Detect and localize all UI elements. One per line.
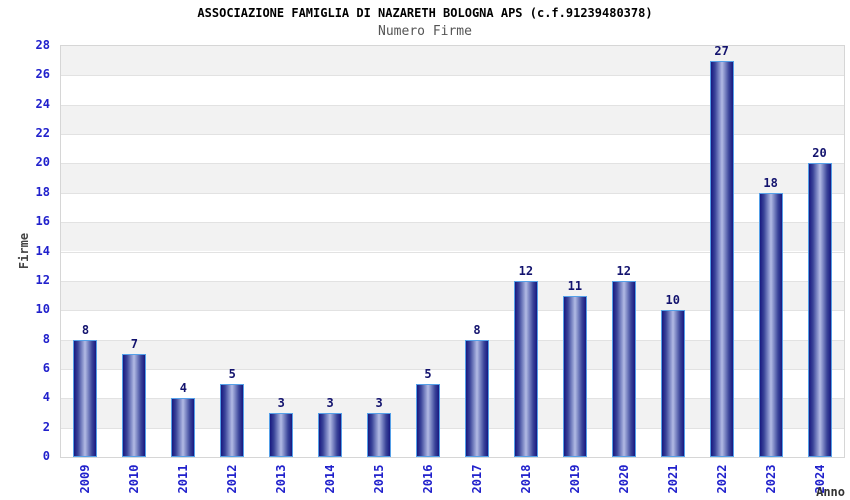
bar-value-label: 5	[424, 366, 432, 381]
bar	[416, 383, 441, 457]
bar-value-label: 27	[714, 43, 729, 58]
bar	[611, 280, 636, 457]
x-tick-label: 2011	[176, 464, 191, 494]
y-axis-ticks: 0 2 4 6 8 10 12 14 16 18 20 22 24 26 28	[0, 0, 52, 500]
y-tick-label: 2	[42, 419, 50, 434]
y-tick-label: 10	[35, 302, 50, 317]
bar-value-label: 7	[130, 337, 139, 352]
x-tick-label: 2023	[763, 464, 778, 494]
bar	[171, 398, 196, 457]
y-tick-label: 20	[35, 155, 50, 170]
y-tick-label: 14	[35, 243, 50, 258]
bar	[73, 339, 98, 457]
y-tick-label: 6	[42, 360, 50, 375]
y-tick-label: 4	[42, 390, 50, 405]
bar	[220, 383, 245, 457]
bar	[464, 339, 489, 457]
x-tick-label: 2018	[518, 464, 533, 494]
bar-value-label: 12	[616, 263, 631, 278]
bar	[709, 60, 734, 457]
x-tick-label: 2016	[421, 464, 436, 494]
x-tick-label: 2020	[616, 464, 631, 494]
bar	[269, 412, 294, 457]
x-tick-label: 2017	[469, 464, 484, 494]
bar-value-label: 12	[518, 263, 534, 278]
bar-value-label: 4	[179, 381, 187, 396]
bar	[367, 412, 392, 457]
y-tick-label: 8	[42, 331, 50, 346]
bar-value-label: 3	[375, 395, 383, 410]
x-tick-label: 2022	[714, 464, 729, 494]
chart-subtitle: Numero Firme	[378, 24, 472, 39]
x-tick-label: 2010	[127, 464, 142, 494]
bar	[513, 280, 538, 457]
x-tick-label: 2021	[665, 464, 680, 494]
bar-value-label: 8	[473, 322, 481, 337]
bar	[660, 310, 685, 457]
plot-area: 8 7 4 5 3 3 3 5 8 12 11 12 10 27 18 20	[60, 43, 845, 458]
bar-value-label: 3	[277, 395, 285, 410]
bar-value-label: 20	[812, 146, 827, 161]
x-axis-ticks: 2009 2010 2011 2012 2013 2014 2015 2016 2017 2018…	[60, 458, 845, 500]
y-tick-label: 24	[35, 96, 50, 111]
x-axis-title: Anno	[816, 485, 845, 499]
x-tick-label: 2013	[274, 464, 289, 494]
bar	[807, 163, 832, 457]
bar	[318, 412, 343, 457]
x-tick-label: 2019	[567, 464, 582, 494]
x-tick-label: 2012	[225, 464, 240, 494]
bar	[758, 192, 783, 457]
y-tick-label: 16	[35, 214, 50, 229]
x-tick-label: 2015	[372, 464, 387, 494]
y-tick-label: 18	[35, 184, 50, 199]
x-tick-label: 2009	[78, 464, 93, 494]
y-tick-label: 28	[35, 38, 50, 52]
bar-value-label: 11	[567, 278, 583, 293]
y-tick-label: 26	[35, 67, 50, 82]
bar-value-label: 18	[763, 175, 778, 190]
bar-value-label: 10	[665, 293, 680, 308]
bar	[122, 354, 147, 457]
y-tick-label: 12	[35, 272, 50, 287]
x-tick-label: 2014	[323, 464, 338, 494]
bar-value-label: 5	[228, 366, 236, 381]
bar	[562, 295, 587, 457]
y-tick-label: 22	[35, 126, 50, 141]
chart-title: ASSOCIAZIONE FAMIGLIA DI NAZARETH BOLOGN…	[197, 6, 653, 20]
bar-value-label: 8	[81, 322, 90, 337]
bar-value-label: 3	[326, 395, 334, 410]
y-tick-label: 0	[42, 449, 50, 463]
